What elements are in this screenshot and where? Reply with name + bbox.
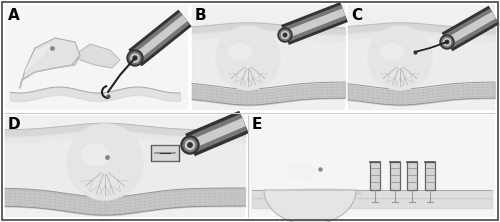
Polygon shape [75, 44, 120, 68]
Circle shape [283, 33, 287, 37]
Bar [5, 5, 188, 110]
Circle shape [188, 143, 192, 147]
Text: A: A [8, 8, 20, 23]
Polygon shape [264, 190, 356, 222]
Circle shape [181, 136, 199, 154]
Ellipse shape [82, 144, 109, 165]
Circle shape [129, 52, 141, 64]
Circle shape [183, 138, 197, 152]
Circle shape [282, 32, 288, 38]
Circle shape [127, 50, 143, 66]
Bar [192, 5, 345, 110]
Text: B: B [195, 8, 206, 23]
Circle shape [446, 40, 449, 44]
Bar [407, 162, 417, 190]
Circle shape [278, 28, 292, 42]
Bar [348, 5, 495, 110]
Polygon shape [20, 38, 80, 88]
Ellipse shape [229, 44, 251, 59]
Ellipse shape [381, 44, 403, 59]
Circle shape [67, 124, 143, 200]
Circle shape [440, 35, 454, 49]
Ellipse shape [287, 164, 314, 180]
Circle shape [216, 26, 280, 90]
Text: E: E [252, 117, 262, 132]
Circle shape [280, 30, 290, 40]
Circle shape [368, 26, 432, 90]
Circle shape [186, 141, 194, 149]
Text: C: C [351, 8, 362, 23]
Circle shape [131, 54, 139, 62]
Bar [390, 162, 400, 190]
Polygon shape [25, 45, 50, 72]
Bar [151, 145, 179, 161]
Circle shape [442, 37, 452, 47]
Ellipse shape [279, 189, 361, 197]
Bar [248, 115, 495, 217]
Circle shape [444, 38, 450, 46]
Circle shape [133, 56, 137, 60]
Bar [5, 115, 245, 217]
Text: D: D [8, 117, 20, 132]
Bar [370, 162, 380, 190]
Bar [425, 162, 435, 190]
